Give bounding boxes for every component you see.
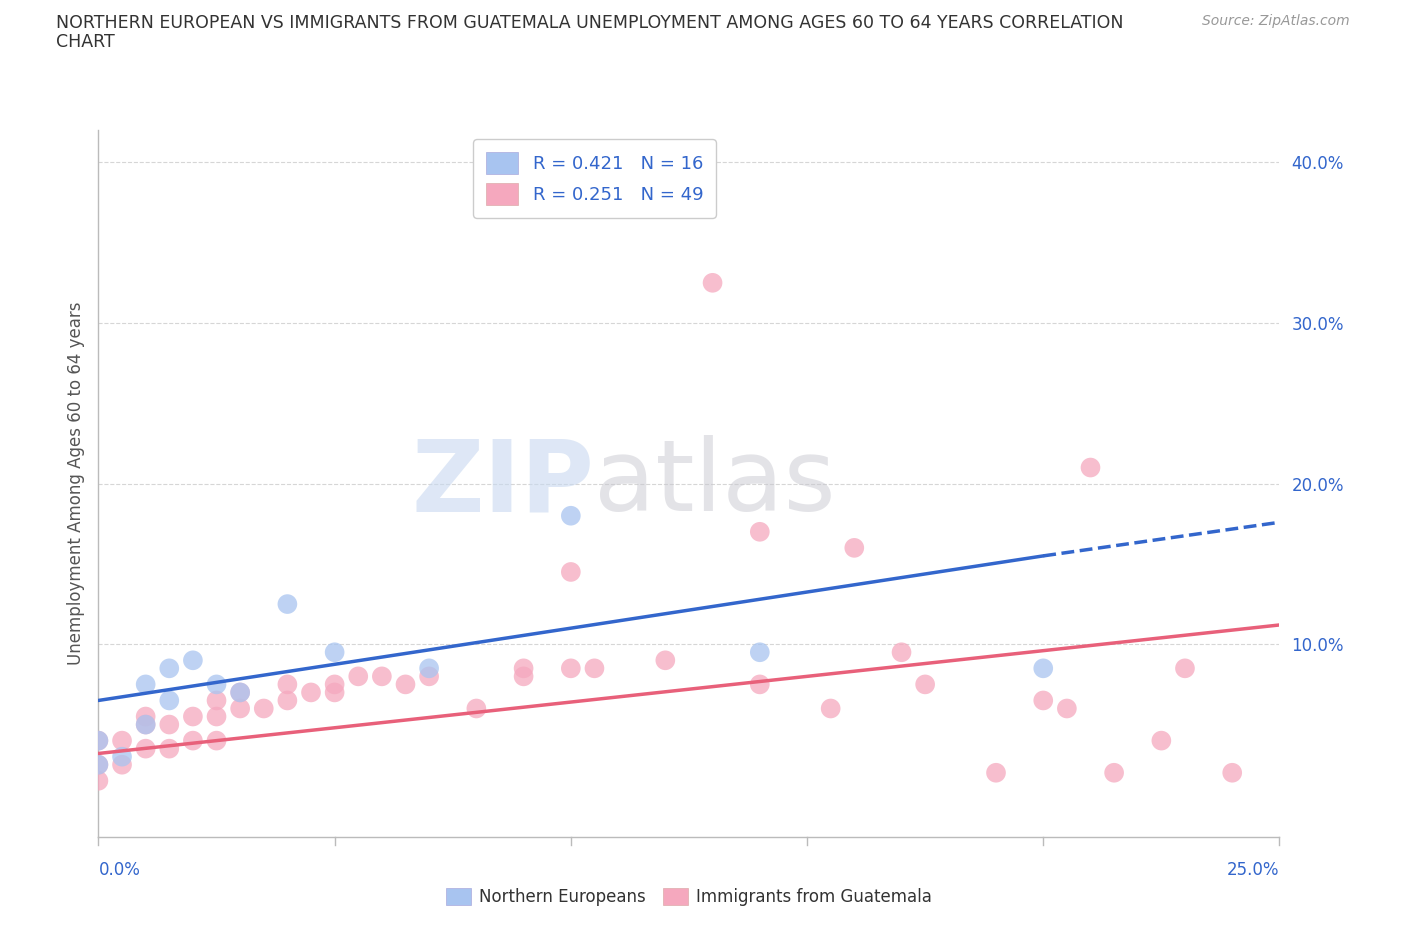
Point xyxy=(111,733,134,748)
Point xyxy=(371,669,394,684)
Point xyxy=(844,540,866,555)
Point xyxy=(135,709,157,724)
Text: 25.0%: 25.0% xyxy=(1227,860,1279,879)
Point xyxy=(512,669,534,684)
Point xyxy=(890,644,912,659)
Point xyxy=(157,693,180,708)
Point xyxy=(87,774,110,789)
Point xyxy=(111,750,134,764)
Text: NORTHERN EUROPEAN VS IMMIGRANTS FROM GUATEMALA UNEMPLOYMENT AMONG AGES 60 TO 64 : NORTHERN EUROPEAN VS IMMIGRANTS FROM GUA… xyxy=(56,14,1123,32)
Point xyxy=(512,661,534,676)
Point xyxy=(654,653,676,668)
Point xyxy=(276,597,298,612)
Point xyxy=(1150,733,1173,748)
Point xyxy=(157,661,180,676)
Point xyxy=(87,757,110,772)
Point xyxy=(1220,765,1243,780)
Point xyxy=(323,677,346,692)
Point xyxy=(181,653,204,668)
Point xyxy=(560,565,582,579)
Point xyxy=(748,677,770,692)
Point xyxy=(276,677,298,692)
Point xyxy=(560,509,582,524)
Point xyxy=(87,757,110,772)
Point xyxy=(181,733,204,748)
Point xyxy=(135,677,157,692)
Point xyxy=(205,693,228,708)
Point xyxy=(914,677,936,692)
Point xyxy=(229,685,252,700)
Point xyxy=(87,733,110,748)
Point xyxy=(820,701,842,716)
Point xyxy=(205,709,228,724)
Point xyxy=(1080,460,1102,475)
Point xyxy=(299,685,322,700)
Text: atlas: atlas xyxy=(595,435,837,532)
Point xyxy=(984,765,1007,780)
Point xyxy=(135,717,157,732)
Text: ZIP: ZIP xyxy=(412,435,595,532)
Point xyxy=(748,525,770,539)
Point xyxy=(702,275,724,290)
Point xyxy=(135,741,157,756)
Text: Source: ZipAtlas.com: Source: ZipAtlas.com xyxy=(1202,14,1350,28)
Point xyxy=(135,717,157,732)
Point xyxy=(465,701,488,716)
Point xyxy=(347,669,370,684)
Text: CHART: CHART xyxy=(56,33,115,50)
Point xyxy=(229,685,252,700)
Point xyxy=(418,669,440,684)
Point xyxy=(87,733,110,748)
Point xyxy=(205,733,228,748)
Point xyxy=(748,644,770,659)
Point xyxy=(583,661,606,676)
Point xyxy=(276,693,298,708)
Point xyxy=(1102,765,1125,780)
Point xyxy=(1032,661,1054,676)
Point xyxy=(157,717,180,732)
Text: 0.0%: 0.0% xyxy=(98,860,141,879)
Point xyxy=(323,685,346,700)
Point xyxy=(1056,701,1078,716)
Point xyxy=(1174,661,1197,676)
Point xyxy=(1032,693,1054,708)
Point xyxy=(560,661,582,676)
Point xyxy=(418,661,440,676)
Point xyxy=(205,677,228,692)
Point xyxy=(229,701,252,716)
Legend: Northern Europeans, Immigrants from Guatemala: Northern Europeans, Immigrants from Guat… xyxy=(439,881,939,912)
Legend: R = 0.421   N = 16, R = 0.251   N = 49: R = 0.421 N = 16, R = 0.251 N = 49 xyxy=(472,140,716,218)
Point xyxy=(323,644,346,659)
Point xyxy=(181,709,204,724)
Point xyxy=(111,757,134,772)
Point xyxy=(253,701,276,716)
Point xyxy=(394,677,416,692)
Point xyxy=(157,741,180,756)
Y-axis label: Unemployment Among Ages 60 to 64 years: Unemployment Among Ages 60 to 64 years xyxy=(66,302,84,665)
